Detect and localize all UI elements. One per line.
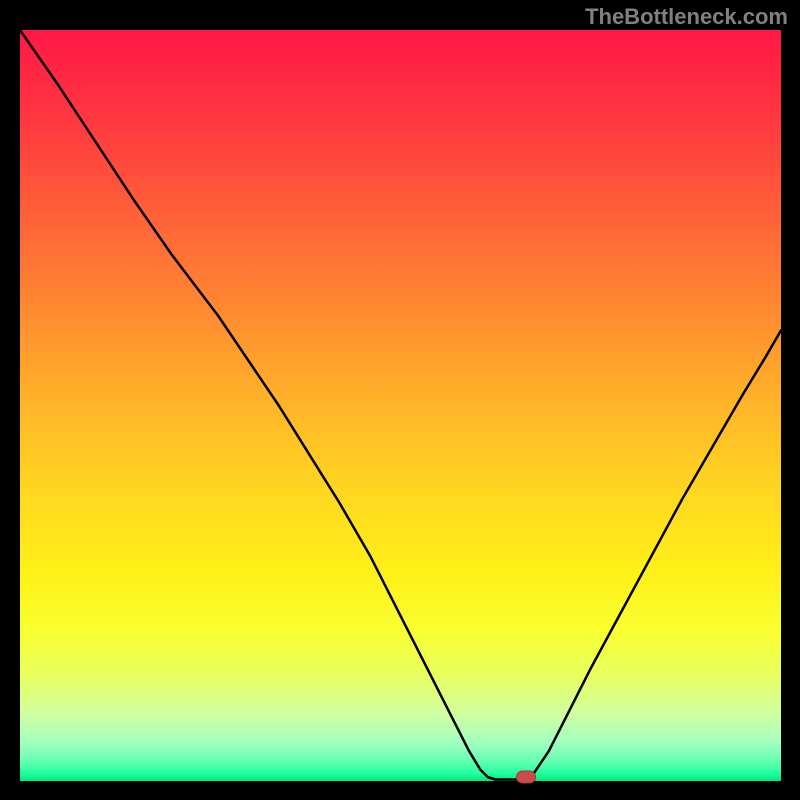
bottleneck-curve bbox=[20, 30, 781, 780]
plot-area bbox=[20, 30, 781, 781]
bottleneck-marker bbox=[516, 771, 536, 784]
watermark-text: TheBottleneck.com bbox=[585, 4, 788, 30]
curve-svg bbox=[20, 30, 781, 781]
